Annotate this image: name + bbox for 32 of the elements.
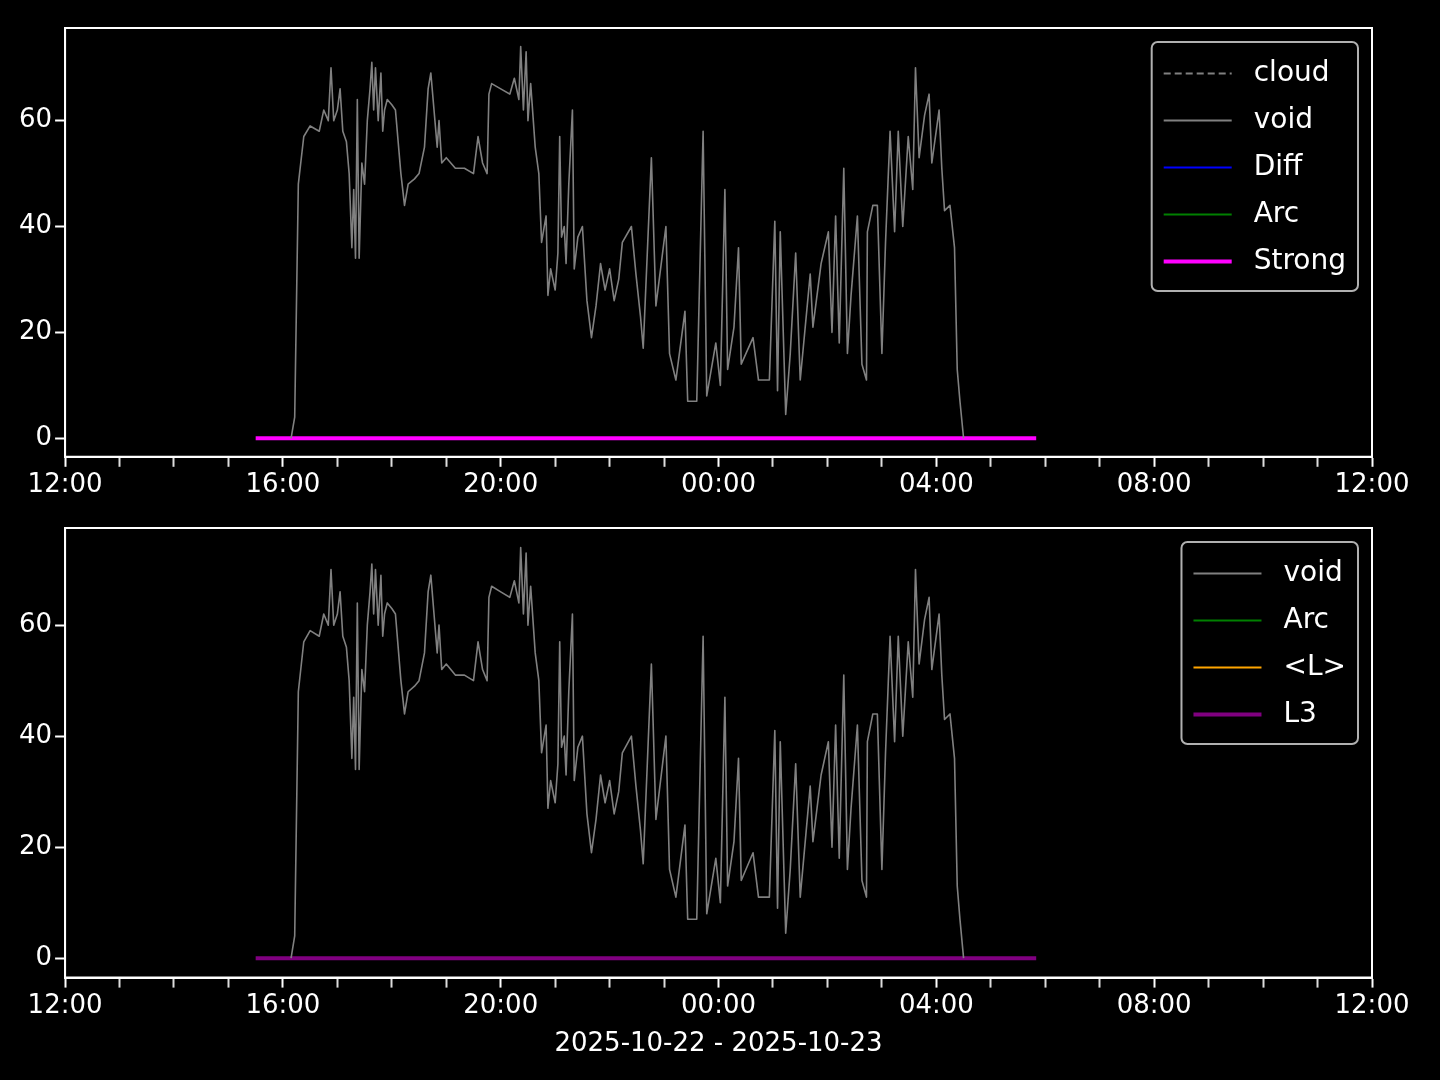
y-tick-label: 60	[18, 607, 53, 638]
y-tick-label: 40	[18, 718, 53, 749]
legend-label: <L>	[1283, 648, 1347, 682]
legend-label: Strong	[1253, 242, 1347, 276]
x-tick-label: 12:00	[1334, 988, 1410, 1019]
x-axis-title: 2025-10-22 - 2025-10-23	[554, 1027, 883, 1058]
x-tick-label: 04:00	[898, 468, 974, 499]
x-tick-label: 08:00	[1116, 988, 1192, 1019]
x-tick-label: 16:00	[245, 988, 321, 1019]
y-tick-label: 40	[18, 209, 53, 240]
legend-label: Arc	[1253, 195, 1300, 229]
legend-label: cloud	[1253, 54, 1330, 88]
x-tick-label: 20:00	[463, 988, 539, 1019]
legend-label: L3	[1283, 695, 1317, 729]
legend-label: void	[1283, 554, 1343, 588]
x-tick-label: 04:00	[898, 988, 974, 1019]
y-tick-label: 0	[35, 421, 53, 452]
y-tick-label: 20	[18, 315, 53, 346]
x-tick-label: 16:00	[245, 468, 321, 499]
x-tick-label: 12:00	[27, 468, 103, 499]
legend-label: void	[1253, 101, 1313, 135]
x-tick-label: 08:00	[1116, 468, 1192, 499]
y-tick-label: 60	[18, 103, 53, 134]
x-tick-label: 12:00	[27, 988, 103, 1019]
x-tick-label: 12:00	[1334, 468, 1410, 499]
x-tick-label: 00:00	[681, 468, 757, 499]
y-tick-label: 0	[35, 940, 53, 971]
x-tick-label: 20:00	[463, 468, 539, 499]
x-tick-label: 00:00	[681, 988, 757, 1019]
y-tick-label: 20	[18, 829, 53, 860]
legend-label: Diff	[1253, 148, 1304, 182]
legend-label: Arc	[1283, 601, 1329, 635]
